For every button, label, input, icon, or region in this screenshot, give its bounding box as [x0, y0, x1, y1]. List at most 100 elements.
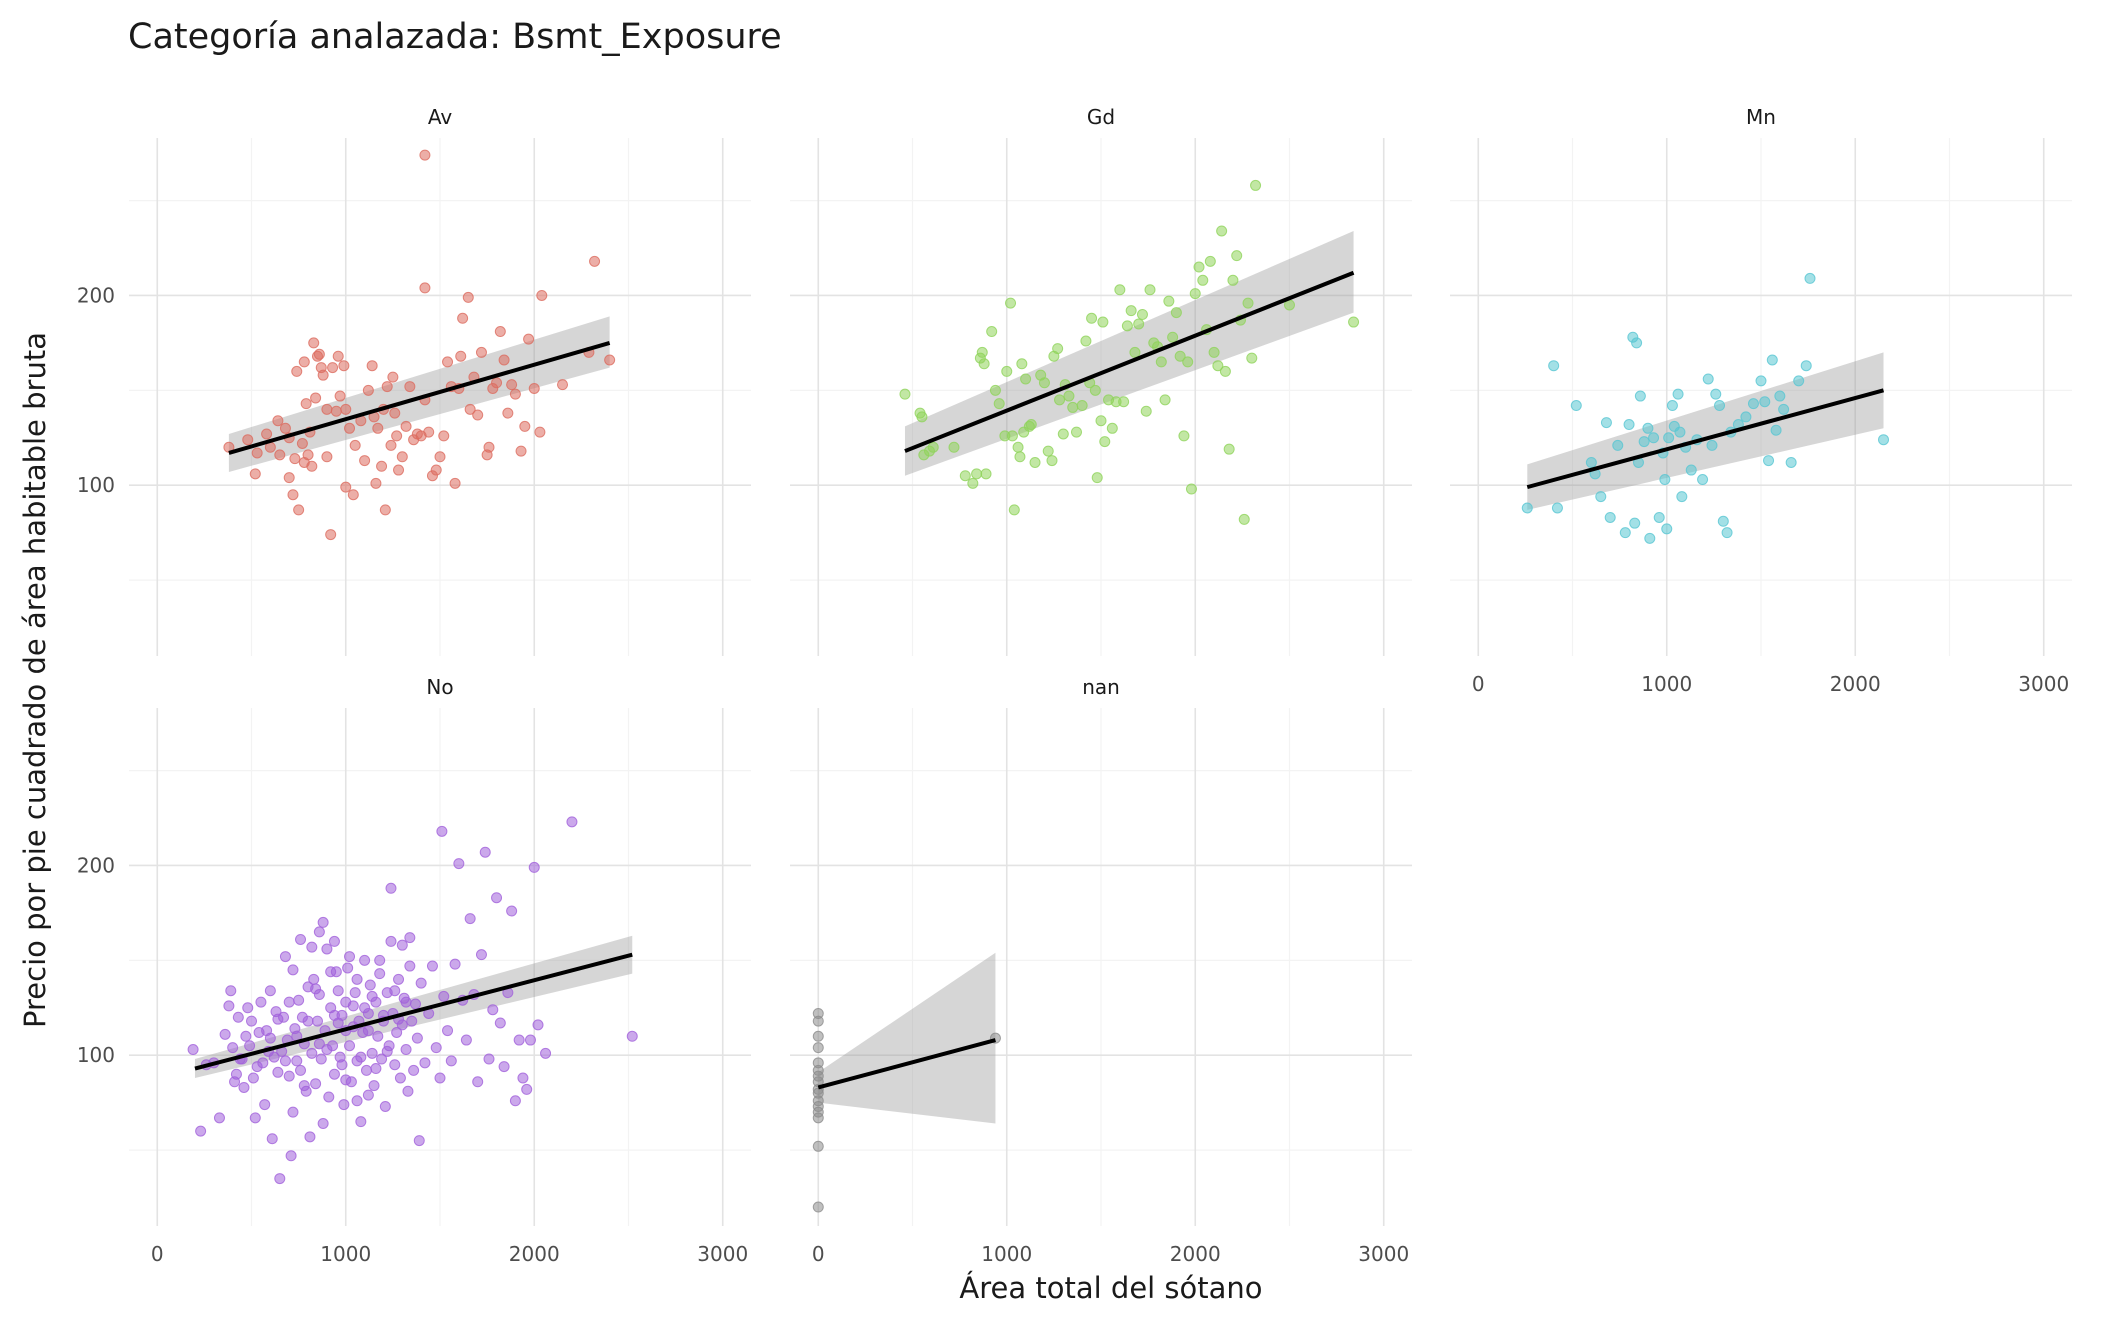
- data-point: [483, 1053, 495, 1065]
- data-point: [249, 468, 261, 480]
- data-point: [460, 1034, 472, 1046]
- x-tick-label: 0: [812, 1242, 825, 1266]
- data-point: [1755, 375, 1767, 387]
- data-point: [355, 1051, 367, 1063]
- data-point: [404, 932, 416, 944]
- data-point: [1778, 403, 1790, 415]
- data-point: [1740, 411, 1752, 423]
- data-point: [389, 1059, 401, 1071]
- y-tick-label: 100: [77, 473, 115, 497]
- data-point: [306, 941, 318, 953]
- data-point: [978, 358, 990, 370]
- facet-panel-Av: Av 100 200: [77, 105, 751, 656]
- data-point: [304, 1131, 316, 1143]
- data-point: [225, 985, 237, 997]
- data-point: [330, 405, 342, 417]
- data-point: [1014, 451, 1026, 463]
- data-point: [379, 504, 391, 516]
- data-point: [334, 390, 346, 402]
- data-point: [1676, 491, 1688, 503]
- data-point: [502, 407, 514, 419]
- data-point: [449, 477, 461, 489]
- data-point: [1080, 335, 1092, 347]
- data-point: [311, 1015, 323, 1027]
- data-point: [310, 392, 322, 404]
- data-point: [1631, 337, 1643, 349]
- data-point: [313, 348, 325, 360]
- facet-label: nan: [1082, 675, 1120, 699]
- data-point: [308, 973, 320, 985]
- x-tick-label: 2000: [1830, 672, 1881, 696]
- data-point: [1025, 419, 1037, 431]
- data-point: [812, 1015, 824, 1027]
- data-point: [812, 1201, 824, 1213]
- data-point: [374, 968, 386, 980]
- data-point: [251, 447, 263, 459]
- x-tick-label: 3000: [2018, 672, 2069, 696]
- data-point: [279, 422, 291, 434]
- confidence-band: [1527, 352, 1884, 510]
- data-point: [509, 388, 521, 400]
- data-point: [515, 445, 527, 457]
- data-point: [524, 1034, 536, 1046]
- data-point: [513, 1034, 525, 1046]
- data-point: [959, 470, 971, 482]
- data-point: [272, 415, 284, 427]
- data-point: [385, 935, 397, 947]
- regression-line: [1526, 388, 1885, 490]
- data-point: [287, 1106, 299, 1118]
- data-point: [359, 455, 371, 467]
- data-point: [1099, 436, 1111, 448]
- data-point: [368, 1080, 380, 1092]
- data-point: [364, 979, 376, 991]
- data-point: [430, 1042, 442, 1054]
- data-point: [338, 360, 350, 372]
- data-point: [1619, 527, 1631, 539]
- data-point: [1208, 346, 1220, 358]
- data-point: [376, 460, 388, 472]
- data-point: [328, 935, 340, 947]
- data-point: [342, 962, 354, 974]
- data-point: [1086, 312, 1098, 324]
- data-point: [445, 1055, 457, 1067]
- data-point: [325, 966, 337, 978]
- data-point: [306, 460, 318, 472]
- data-point: [359, 1002, 371, 1014]
- data-point: [1659, 474, 1671, 486]
- data-point: [349, 439, 361, 451]
- data-point: [295, 1064, 307, 1076]
- data-point: [1242, 297, 1254, 309]
- data-point: [1067, 401, 1079, 413]
- data-point: [349, 987, 361, 999]
- data-point: [1155, 356, 1167, 368]
- data-point: [362, 384, 374, 396]
- data-point: [321, 1044, 333, 1056]
- data-point: [264, 1032, 276, 1044]
- data-point: [317, 1118, 329, 1130]
- data-point: [472, 1076, 484, 1088]
- data-point: [976, 346, 988, 358]
- data-point: [1118, 396, 1130, 408]
- data-point: [1648, 432, 1660, 444]
- data-point: [1717, 515, 1729, 527]
- data-point: [1193, 261, 1205, 273]
- data-point: [213, 1112, 225, 1124]
- data-point: [370, 477, 382, 489]
- data-point: [1091, 472, 1103, 484]
- data-point: [916, 411, 928, 423]
- data-point: [434, 451, 446, 463]
- data-point: [321, 943, 333, 955]
- data-point: [967, 477, 979, 489]
- data-point: [389, 407, 401, 419]
- data-point: [1238, 513, 1250, 525]
- data-point: [1661, 523, 1673, 535]
- data-point: [532, 1019, 544, 1031]
- data-point: [1231, 250, 1243, 262]
- data-point: [1800, 360, 1812, 372]
- data-point: [472, 409, 484, 421]
- data-point: [812, 1030, 824, 1042]
- data-point: [1095, 415, 1107, 427]
- data-point: [385, 439, 397, 451]
- data-point: [387, 371, 399, 383]
- y-tick-label: 200: [77, 283, 115, 307]
